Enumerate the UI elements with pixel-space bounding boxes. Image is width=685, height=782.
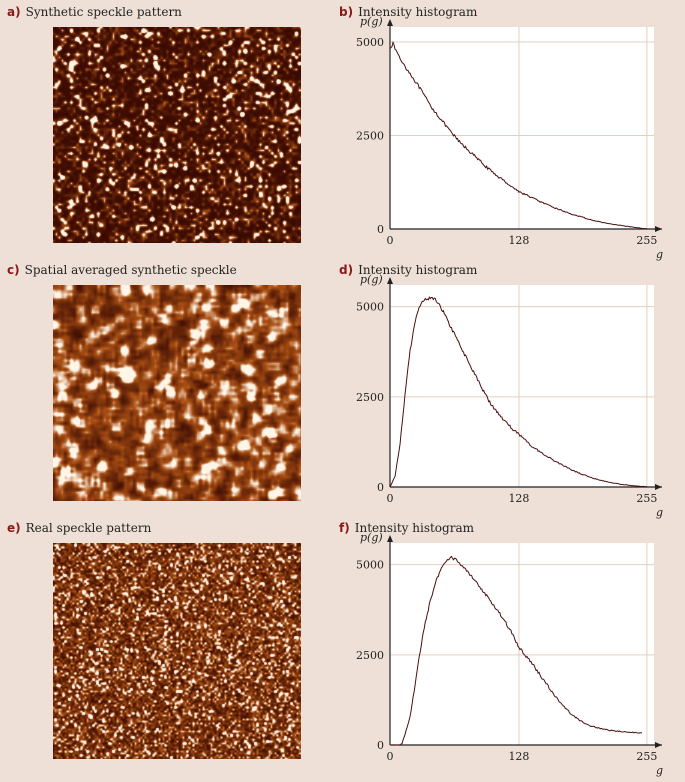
panel-d-label: d) Intensity histogram (339, 263, 477, 277)
histogram-curve (389, 40, 647, 230)
plot-area (390, 285, 654, 487)
averaged-speckle-image (53, 285, 301, 501)
panel-a-title: Synthetic speckle pattern (25, 5, 182, 19)
y-axis-arrow (387, 535, 393, 542)
panel-f-letter: f) (339, 521, 350, 535)
panel-a-letter: a) (7, 5, 21, 19)
y-tick-label: 0 (377, 739, 384, 752)
panel-e-title: Real speckle pattern (25, 521, 152, 535)
x-tick-label: 255 (636, 750, 657, 763)
x-axis-label: g (656, 248, 663, 261)
y-tick-label: 5000 (356, 559, 384, 572)
x-tick-label: 255 (636, 234, 657, 247)
plot-area (390, 27, 654, 229)
x-axis-arrow (655, 484, 662, 490)
y-axis-label: p(g) (360, 531, 383, 544)
x-tick-label: 0 (387, 492, 394, 505)
panel-b-letter: b) (339, 5, 354, 19)
x-tick-label: 128 (508, 750, 529, 763)
y-tick-label: 2500 (356, 649, 384, 662)
real-speckle-image (53, 543, 301, 759)
y-axis-arrow (387, 277, 393, 284)
panel-c-title: Spatial averaged synthetic speckle (24, 263, 237, 277)
y-tick-label: 5000 (356, 301, 384, 314)
panel-c-label: c) Spatial averaged synthetic speckle (7, 263, 237, 277)
histogram-curve (390, 555, 643, 746)
x-axis-label: g (656, 764, 663, 777)
x-axis-label: g (656, 506, 663, 519)
x-tick-label: 128 (508, 492, 529, 505)
y-axis-label: p(g) (360, 15, 383, 28)
y-tick-label: 5000 (356, 36, 384, 49)
x-tick-label: 128 (508, 234, 529, 247)
x-tick-label: 255 (636, 492, 657, 505)
histogram-curve (389, 296, 647, 488)
y-tick-label: 2500 (356, 129, 384, 142)
x-tick-label: 0 (387, 750, 394, 763)
panel-d-title: Intensity histogram (358, 263, 478, 277)
panel-f-title: Intensity histogram (354, 521, 474, 535)
synthetic-speckle-image (53, 27, 301, 243)
y-tick-label: 0 (377, 223, 384, 236)
panel-e-letter: e) (7, 521, 21, 535)
panel-b-title: Intensity histogram (358, 5, 478, 19)
x-axis-arrow (655, 742, 662, 748)
panel-d-letter: d) (339, 263, 354, 277)
plot-area (390, 543, 654, 745)
y-axis-arrow (387, 19, 393, 26)
panel-a-label: a) Synthetic speckle pattern (7, 5, 182, 19)
x-axis-arrow (655, 226, 662, 232)
y-axis-label: p(g) (360, 273, 383, 286)
panel-c-letter: c) (7, 263, 20, 277)
panel-b-label: b) Intensity histogram (339, 5, 477, 19)
x-tick-label: 0 (387, 234, 394, 247)
y-tick-label: 2500 (356, 391, 384, 404)
panel-e-label: e) Real speckle pattern (7, 521, 151, 535)
panel-f-label: f) Intensity histogram (339, 521, 474, 535)
y-tick-label: 0 (377, 481, 384, 494)
